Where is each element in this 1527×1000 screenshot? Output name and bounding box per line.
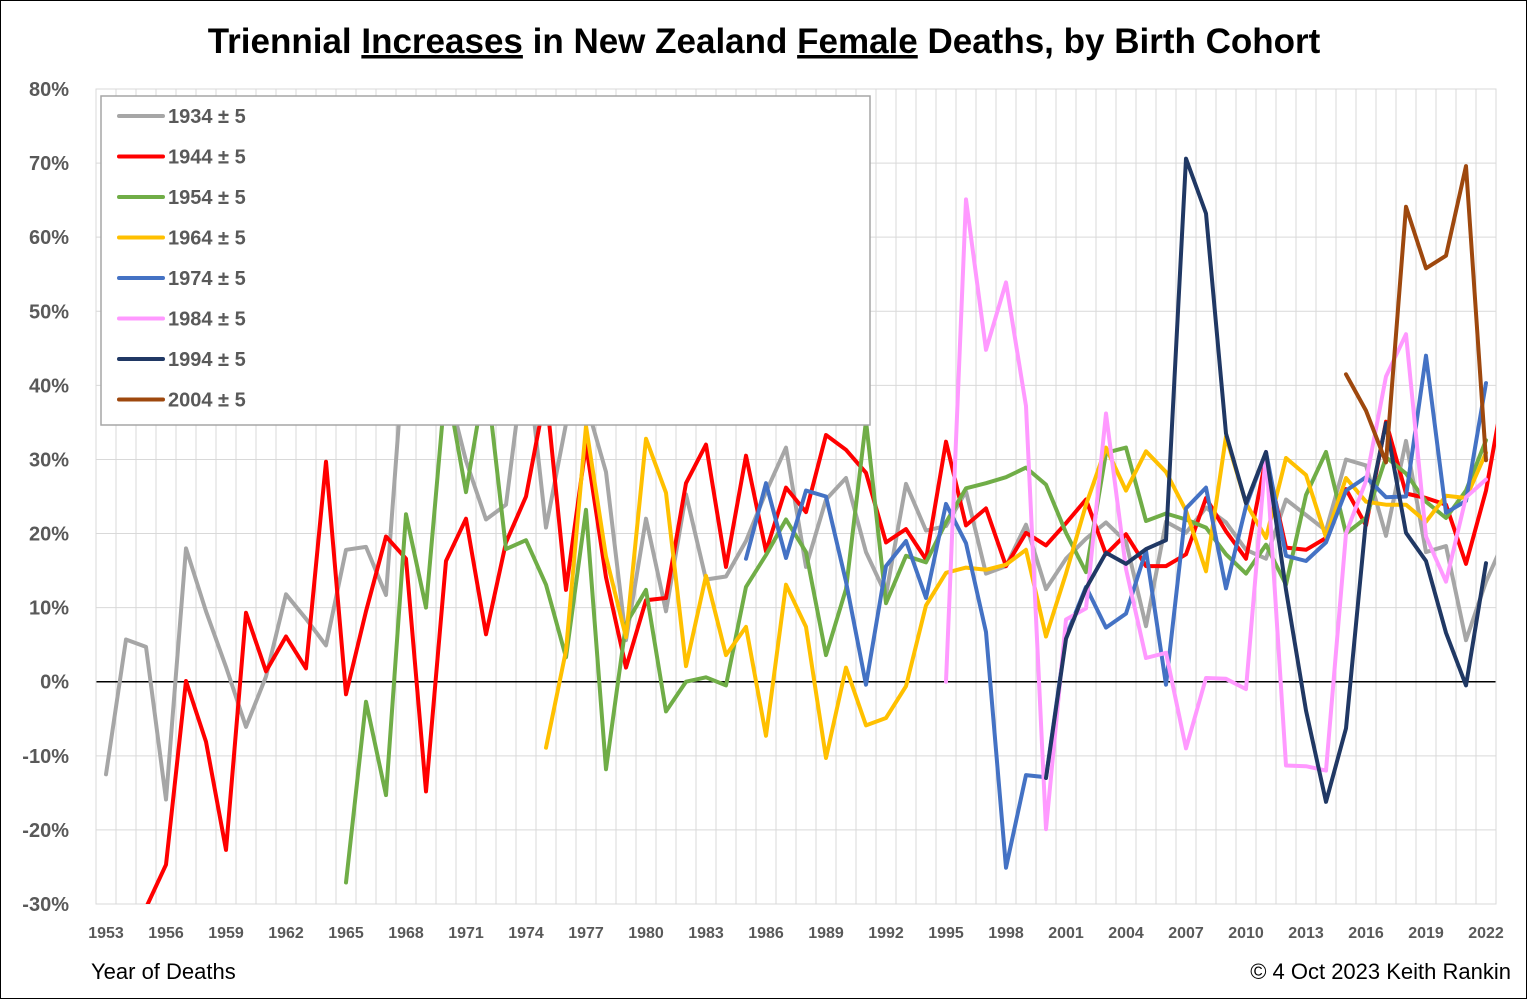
series-line bbox=[1344, 164, 1488, 465]
series-line bbox=[744, 353, 1488, 870]
legend-box bbox=[100, 95, 871, 426]
y-tick-label: -10% bbox=[22, 746, 69, 768]
plot-area bbox=[95, 88, 1497, 905]
y-tick-label: -20% bbox=[22, 820, 69, 842]
x-tick-label: 1977 bbox=[568, 925, 604, 942]
title-part: in New Zealand bbox=[523, 22, 797, 61]
y-tick-label: 80% bbox=[29, 79, 69, 101]
x-tick-label: 1974 bbox=[508, 925, 544, 942]
x-tick-label: 1962 bbox=[268, 925, 304, 942]
credit-text: © 4 Oct 2023 Keith Rankin bbox=[1250, 959, 1511, 984]
x-tick-label: 1953 bbox=[88, 925, 124, 942]
legend-label: 1934 ± 5 bbox=[168, 106, 246, 128]
x-tick-label: 1998 bbox=[988, 925, 1024, 942]
x-tick-label: 2013 bbox=[1288, 925, 1324, 942]
x-tick-label: 1971 bbox=[448, 925, 484, 942]
y-tick-label: 50% bbox=[29, 301, 69, 323]
series-lines bbox=[104, 156, 1496, 904]
title-part: Triennial bbox=[208, 22, 362, 61]
legend-label: 1994 ± 5 bbox=[168, 349, 246, 371]
legend: 1934 ± 5 1944 ± 5 1954 ± 5 1964 ± 5 1974 ± 5… bbox=[100, 95, 871, 426]
legend-label: 1974 ± 5 bbox=[168, 268, 246, 290]
legend-label: 1954 ± 5 bbox=[168, 187, 246, 209]
x-tick-label: 2022 bbox=[1468, 925, 1504, 942]
x-axis-ticks: 1953 1956 1959 1962 1965 1968 1971 1974 1977 1980… bbox=[88, 925, 1504, 942]
x-tick-label: 1995 bbox=[928, 925, 964, 942]
x-tick-label: 1956 bbox=[148, 925, 184, 942]
x-tick-label: 1983 bbox=[688, 925, 724, 942]
y-tick-label: 20% bbox=[29, 524, 69, 546]
title-part: Female bbox=[797, 22, 918, 61]
series-line bbox=[1044, 156, 1488, 804]
x-tick-label: 1959 bbox=[208, 925, 244, 942]
legend-label: 1944 ± 5 bbox=[168, 147, 246, 169]
series-line bbox=[344, 371, 1488, 885]
y-axis-ticks: -30% -20% -10% 0% 10% 20% 30% 40% 50% 60% 70% 80% bbox=[22, 79, 69, 916]
x-tick-label: 1968 bbox=[388, 925, 424, 942]
x-axis-label: Year of Deaths bbox=[91, 959, 236, 984]
y-tick-label: 40% bbox=[29, 375, 69, 397]
x-tick-label: 1992 bbox=[868, 925, 904, 942]
y-tick-label: 60% bbox=[29, 227, 69, 249]
y-tick-label: -30% bbox=[22, 894, 69, 916]
x-tick-label: 2019 bbox=[1408, 925, 1444, 942]
x-tick-label: 2016 bbox=[1348, 925, 1384, 942]
series-group bbox=[104, 156, 1496, 904]
y-tick-label: 0% bbox=[40, 672, 69, 694]
x-tick-label: 1965 bbox=[328, 925, 364, 942]
title-part: Increases bbox=[361, 22, 523, 61]
legend-label: 1964 ± 5 bbox=[168, 228, 246, 250]
title-part: Deaths, by Birth Cohort bbox=[918, 22, 1321, 61]
x-tick-label: 1980 bbox=[628, 925, 664, 942]
x-tick-label: 1989 bbox=[808, 925, 844, 942]
x-tick-label: 2004 bbox=[1108, 925, 1144, 942]
x-tick-label: 2001 bbox=[1048, 925, 1084, 942]
chart-title: Triennial Increases in New Zealand Femal… bbox=[208, 22, 1321, 61]
legend-label: 1984 ± 5 bbox=[168, 309, 246, 331]
y-tick-label: 10% bbox=[29, 598, 69, 620]
y-tick-label: 30% bbox=[29, 449, 69, 471]
legend-label: 2004 ± 5 bbox=[168, 390, 246, 412]
y-tick-label: 70% bbox=[29, 153, 69, 175]
x-tick-label: 2010 bbox=[1228, 925, 1264, 942]
x-tick-label: 2007 bbox=[1168, 925, 1204, 942]
x-tick-label: 1986 bbox=[748, 925, 784, 942]
series-line bbox=[544, 424, 1488, 760]
